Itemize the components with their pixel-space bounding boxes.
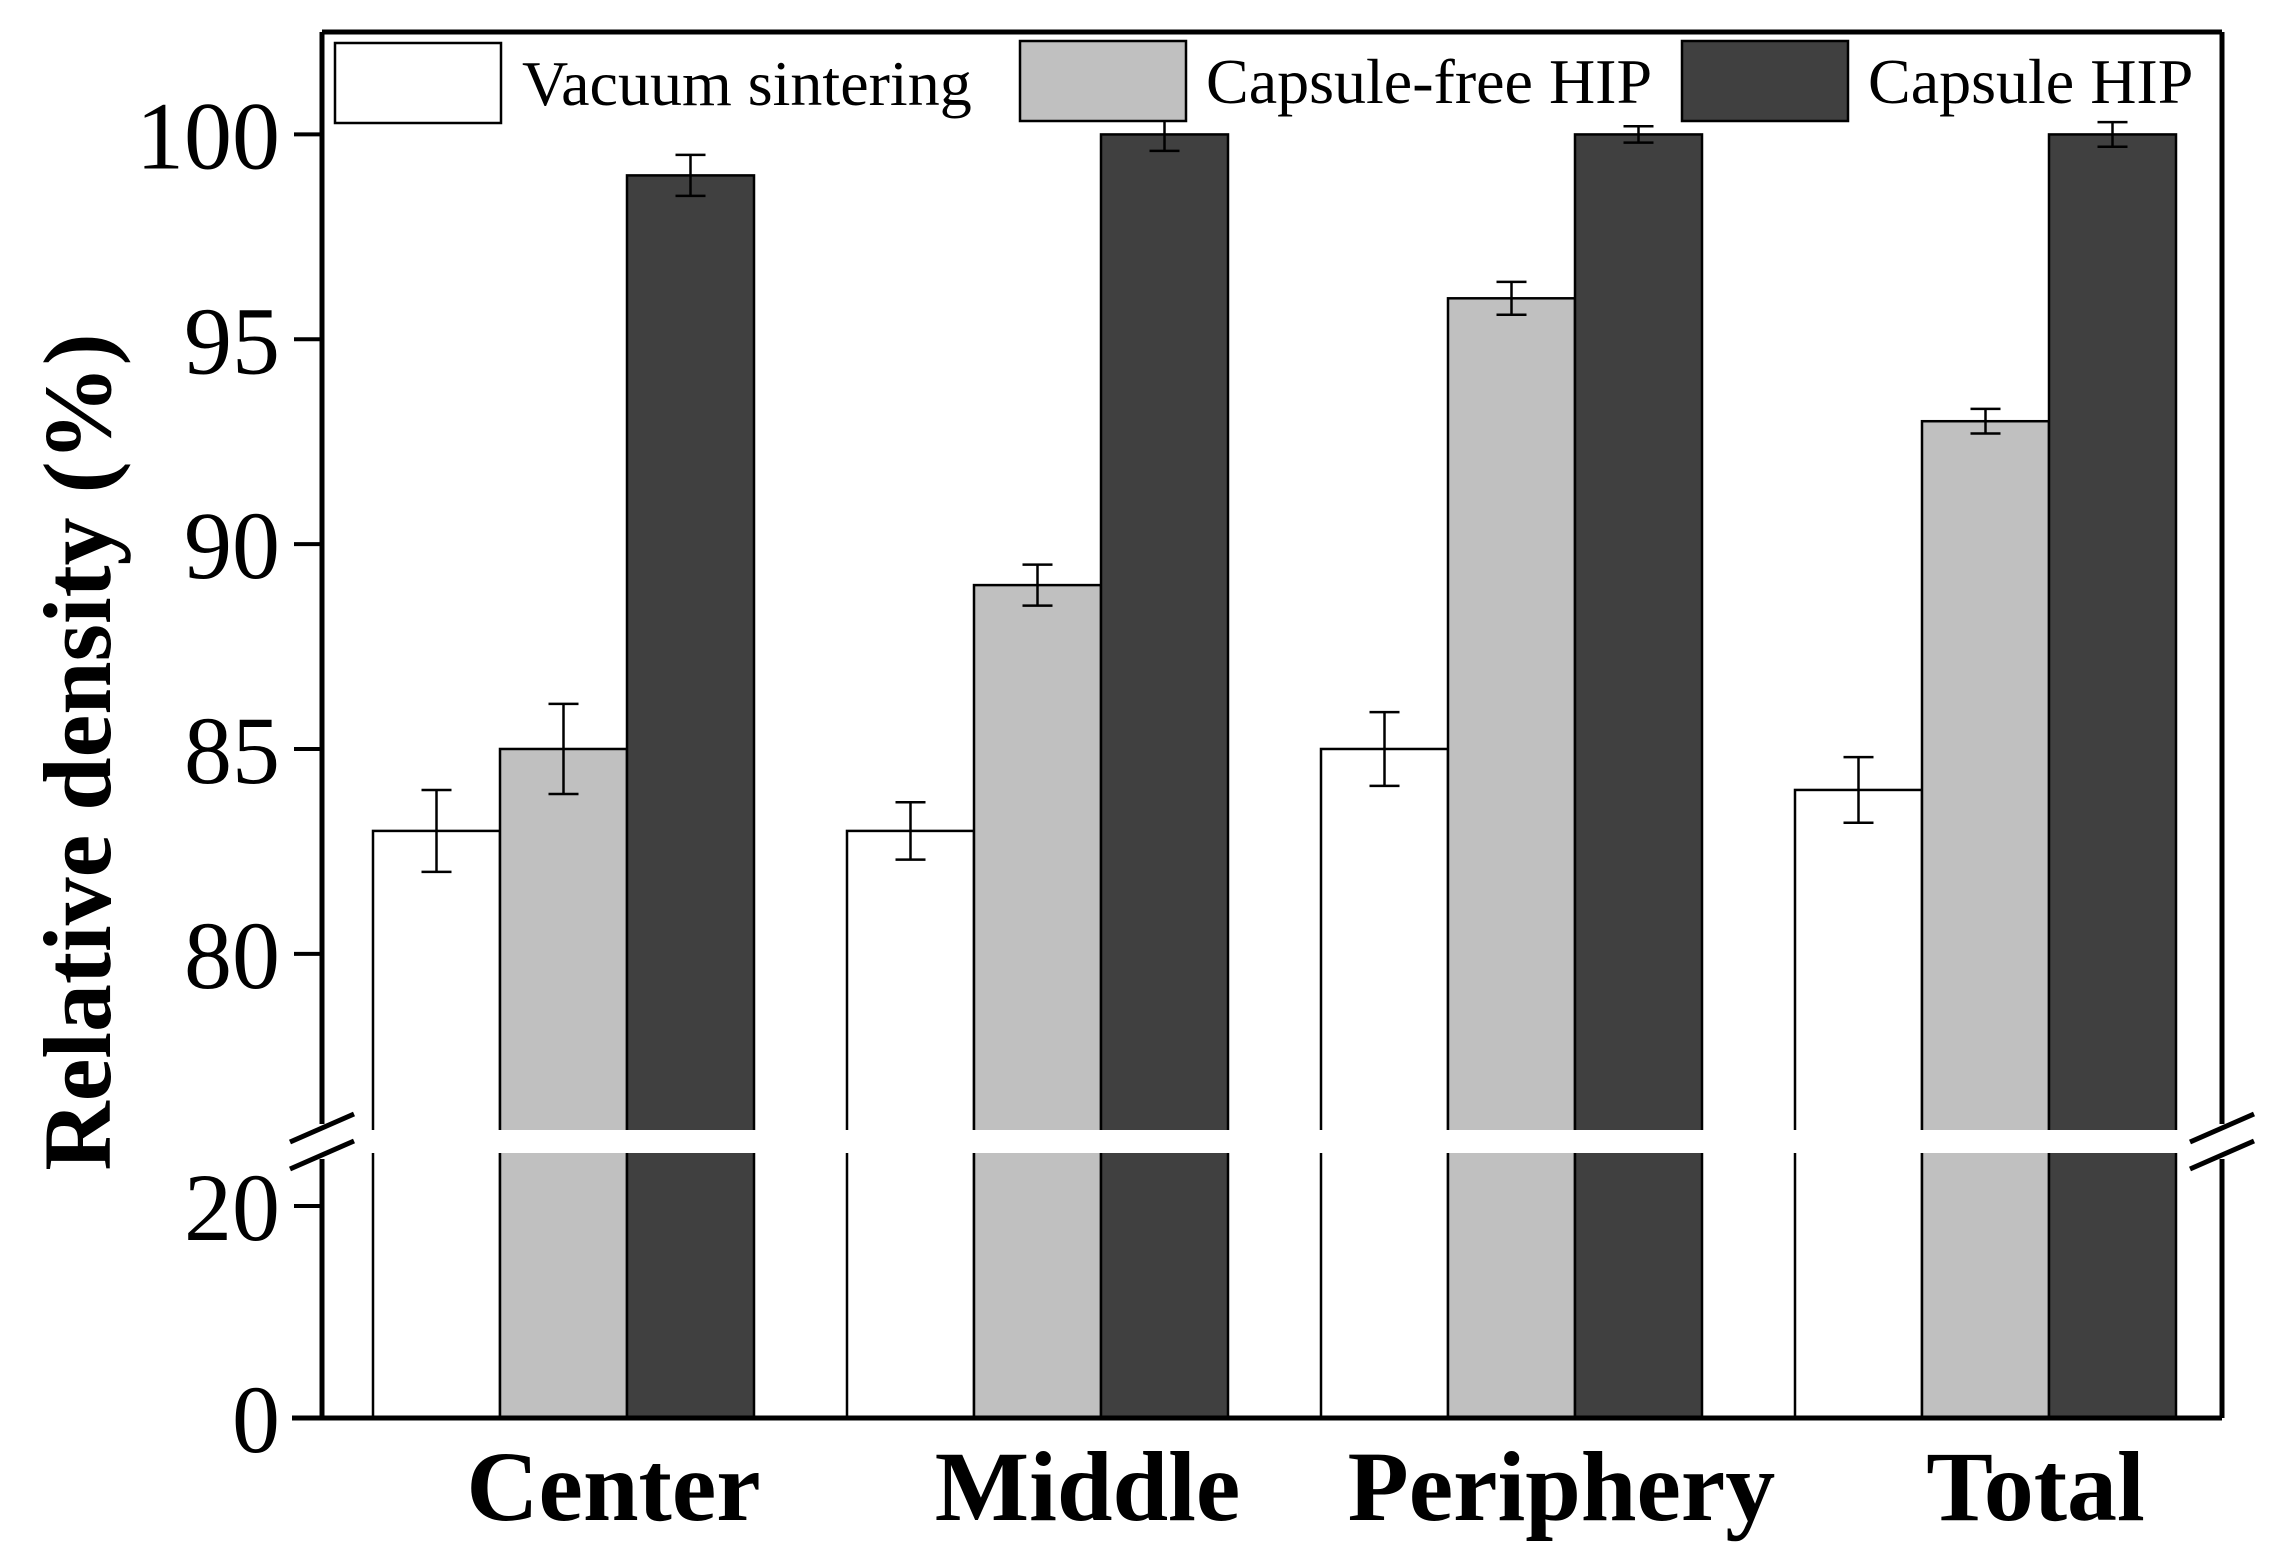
break-mark-left-lower [288, 1138, 356, 1172]
error-bar [1369, 710, 1400, 788]
error-bar [2097, 120, 2128, 148]
legend-label-vacuum-sintering: Vacuum sintering [522, 48, 972, 119]
category-label-middle: Middle [935, 1431, 1241, 1542]
y-ticks-layer: 0 20 80 85 90 95 100 [136, 82, 322, 1473]
bar-capsule-free-hip-middle [972, 583, 1103, 1420]
bar-capsule-free-hip-periphery [1446, 297, 1577, 1420]
bar-capsule-hip-periphery [1573, 133, 1704, 1420]
bar-capsule-hip-total [2047, 133, 2178, 1420]
bar-vacuum-sintering-middle [845, 829, 976, 1420]
category-labels-layer: Center Middle Periphery Total [466, 1431, 2144, 1542]
error-bar [1970, 407, 2001, 435]
axis-break [282, 1111, 2262, 1172]
legend-label-capsule-free-hip: Capsule-free HIP [1206, 46, 1652, 117]
bar-capsule-hip-center [625, 174, 756, 1420]
y-tick-label-95: 95 [184, 287, 280, 394]
legend-swatch-vacuum-sintering [333, 41, 503, 125]
y-tick-label-20: 20 [184, 1154, 280, 1261]
break-mark-right-lower [2188, 1138, 2256, 1172]
break-mark-left-upper [288, 1111, 356, 1145]
axes-layer [292, 29, 2225, 1421]
error-bar [548, 702, 579, 796]
bar-vacuum-sintering-periphery [1319, 747, 1450, 1420]
error-bar [895, 800, 926, 861]
error-bar [1623, 124, 1654, 144]
y-tick-label-90: 90 [184, 492, 280, 599]
error-bar [1496, 280, 1527, 316]
bar-capsule-free-hip-center [498, 747, 629, 1420]
break-mark-right-upper [2188, 1111, 2256, 1145]
error-bar [675, 153, 706, 198]
y-tick-label-0: 0 [232, 1366, 280, 1473]
category-label-periphery: Periphery [1348, 1431, 1776, 1542]
legend-label-capsule-hip: Capsule HIP [1868, 46, 2193, 117]
bar-capsule-hip-middle [1099, 133, 1230, 1420]
category-label-total: Total [1926, 1431, 2145, 1542]
bar-vacuum-sintering-total [1793, 788, 1924, 1420]
category-label-center: Center [466, 1431, 760, 1542]
error-bar [1022, 563, 1053, 607]
legend-swatch-capsule-hip [1680, 39, 1850, 123]
legend: Vacuum sintering Capsule-free HIP Capsule … [333, 39, 2193, 125]
bar-capsule-free-hip-total [1920, 419, 2051, 1420]
y-tick-label-100: 100 [136, 82, 280, 189]
error-bar [1843, 755, 1874, 824]
error-bar [421, 788, 452, 874]
y-axis-title: Relative density (%) [24, 333, 131, 1170]
legend-swatch-capsule-free-hip [1018, 39, 1188, 123]
y-tick-label-85: 85 [184, 697, 280, 804]
y-tick-label-80: 80 [184, 902, 280, 1009]
axis-break-band [282, 1130, 2262, 1153]
bars-layer [371, 133, 2178, 1420]
bar-vacuum-sintering-center [371, 829, 502, 1420]
